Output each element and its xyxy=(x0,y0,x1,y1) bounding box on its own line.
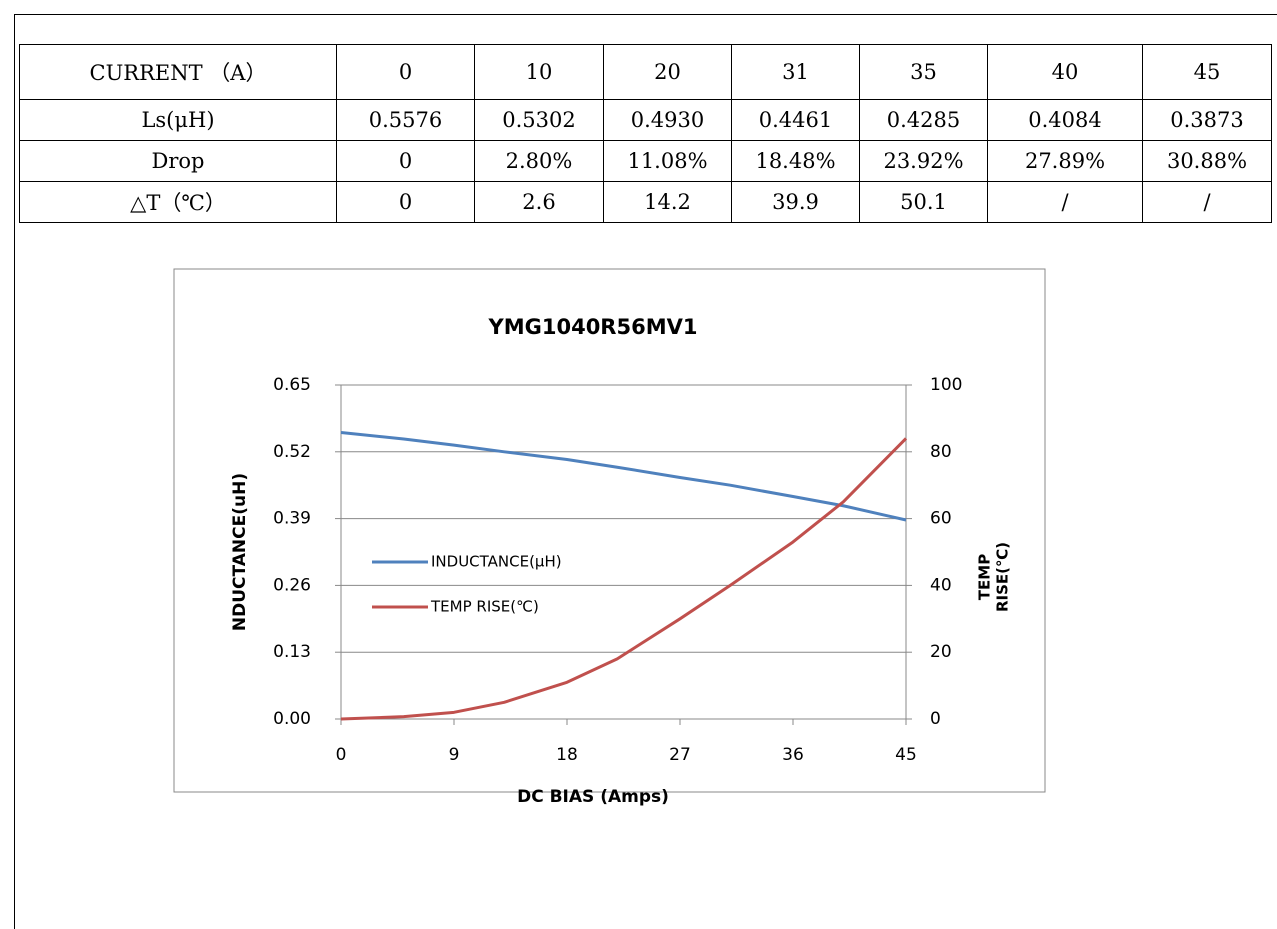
table-cell: CURRENT （A） xyxy=(19,44,337,100)
x-tick-label: 9 xyxy=(449,745,460,765)
y-tick-label: 0.13 xyxy=(273,642,311,662)
table-cell: Ls(μH) xyxy=(19,99,337,141)
table-cell: 0.3873 xyxy=(1142,99,1272,141)
table-cell: 0.5302 xyxy=(474,99,604,141)
table-cell: 0 xyxy=(336,181,475,223)
data-table: CURRENT （A） 0 10 20 31 35 40 45 Ls(μH) 0.5576 0.53… xyxy=(19,44,1272,223)
data-line xyxy=(340,430,907,522)
y-tick-label: 0.65 xyxy=(273,375,311,395)
table-cell: 31 xyxy=(731,44,860,100)
y-tick-label: 0.26 xyxy=(273,575,311,595)
table-cell: 0.4285 xyxy=(859,99,988,141)
table-cell: 30.88% xyxy=(1142,140,1272,182)
data-line xyxy=(340,437,908,721)
x-tick-label: 18 xyxy=(556,745,578,765)
y2-tick-label: 80 xyxy=(930,442,952,462)
table-cell: 14.2 xyxy=(603,181,732,223)
table-cell: 40 xyxy=(987,44,1143,100)
x-axis-title: DC BIAS (Amps) xyxy=(517,787,669,807)
y2-axis-title: RISE(℃) xyxy=(994,542,1012,612)
table-cell: 0 xyxy=(336,140,475,182)
table-cell: 50.1 xyxy=(859,181,988,223)
table-cell: 23.92% xyxy=(859,140,988,182)
table-row: Drop 0 2.80% 11.08% 18.48% 23.92% 27.89% 30.88% xyxy=(19,140,1272,182)
table-cell: / xyxy=(1142,181,1272,223)
table-cell: 18.48% xyxy=(731,140,860,182)
x-tick-label: 27 xyxy=(669,745,691,765)
y2-tick-label: 100 xyxy=(930,375,962,395)
table-cell: 0.4930 xyxy=(603,99,732,141)
y-axis-title: NDUCTANCE(uH) xyxy=(230,473,250,631)
table-row: Ls(μH) 0.5576 0.5302 0.4930 0.4461 0.4285 0.40… xyxy=(19,99,1272,141)
table-cell: 0 xyxy=(336,44,475,100)
chart-title: YMG1040R56MV1 xyxy=(488,315,698,339)
page-frame xyxy=(14,14,1277,929)
table-cell: 27.89% xyxy=(987,140,1143,182)
table-cell: 20 xyxy=(603,44,732,100)
y2-tick-label: 0 xyxy=(930,709,941,729)
table-cell: 0.4461 xyxy=(731,99,860,141)
legend-label: TEMP RISE(℃) xyxy=(430,598,539,616)
table-row: △T（℃） 0 2.6 14.2 39.9 50.1// xyxy=(19,181,1272,223)
legend-label: INDUCTANCE(μH) xyxy=(431,553,562,571)
table-cell: 2.6 xyxy=(474,181,604,223)
table-cell: 45 xyxy=(1142,44,1272,100)
x-tick-label: 36 xyxy=(782,745,804,765)
x-tick-label: 45 xyxy=(895,745,917,765)
table-cell: 39.9 xyxy=(731,181,860,223)
table-row: CURRENT （A） 0 10 20 31 35 40 45 xyxy=(19,44,1272,100)
table-cell: 0.5576 xyxy=(336,99,475,141)
y2-tick-label: 40 xyxy=(930,575,952,595)
chart-frame xyxy=(173,268,1046,793)
table-cell: △T（℃） xyxy=(19,181,337,223)
x-tick-label: 0 xyxy=(336,745,347,765)
y-tick-label: 0.39 xyxy=(273,509,311,529)
y2-tick-label: 20 xyxy=(930,642,952,662)
table-cell: / xyxy=(987,181,1143,223)
y2-axis-title: TEMP xyxy=(976,554,994,600)
y-tick-label: 0.52 xyxy=(273,442,311,462)
table-cell: Drop xyxy=(19,140,337,182)
y2-tick-label: 60 xyxy=(930,509,952,529)
table-cell: 2.80% xyxy=(474,140,604,182)
table-cell: 35 xyxy=(859,44,988,100)
y-tick-label: 0.00 xyxy=(273,709,311,729)
